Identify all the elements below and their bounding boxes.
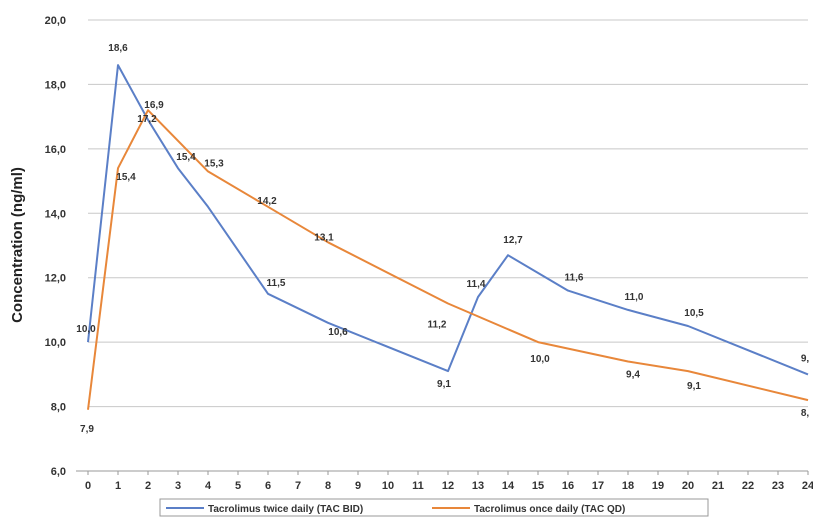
x-tick-label: 13 [472, 480, 484, 492]
y-tick-label: 20,0 [45, 15, 66, 27]
y-tick-label: 12,0 [45, 273, 66, 285]
x-tick-label: 4 [205, 480, 212, 492]
data-label: 15,4 [116, 172, 136, 183]
x-tick-label: 8 [325, 480, 331, 492]
x-tick-label: 18 [622, 480, 634, 492]
x-tick-label: 23 [772, 480, 784, 492]
x-axis-ticks: 0 1 2 3 4 5 6 7 8 9 10 11 12 13 14 15 16 17 18 19 20 21 22 23 24 [85, 471, 813, 492]
data-label: 15,4 [176, 152, 196, 163]
data-labels: 10,0 18,6 16,9 15,4 11,5 10,6 9,1 11,4 12,7 11,6 1… [76, 43, 809, 435]
data-label: 11,0 [625, 292, 644, 303]
y-axis-label: Concentration (ng/ml) [9, 167, 26, 323]
series-line-bid [87, 64, 809, 376]
x-tick-label: 17 [592, 480, 604, 492]
data-label: 11,4 [467, 279, 486, 290]
x-tick-label: 24 [802, 480, 813, 492]
x-tick-label: 21 [712, 480, 724, 492]
series-line-qd [87, 109, 809, 410]
data-label: 9,1 [437, 379, 451, 390]
x-tick-label: 22 [742, 480, 754, 492]
x-tick-label: 3 [175, 480, 181, 492]
data-label: 15,3 [204, 158, 224, 169]
y-axis-ticks: 6,0 8,0 10,0 12,0 14,0 16,0 18,0 20,0 [45, 15, 66, 478]
y-tick-label: 8,0 [51, 402, 66, 414]
data-label: 10,0 [76, 324, 96, 335]
data-label: 17,2 [137, 114, 157, 125]
x-tick-label: 15 [532, 480, 544, 492]
data-label: 10,0 [530, 354, 550, 365]
x-tick-label: 12 [442, 480, 454, 492]
x-tick-label: 2 [145, 480, 151, 492]
x-tick-label: 6 [265, 480, 271, 492]
legend: Tacrolimus twice daily (TAC BID) Tacroli… [159, 498, 709, 517]
data-label: 11,2 [428, 319, 447, 330]
y-tick-label: 18,0 [45, 79, 66, 91]
x-tick-label: 9 [355, 480, 361, 492]
x-tick-label: 5 [235, 480, 241, 492]
data-label: 9,4 [626, 369, 640, 380]
legend-label-bid: Tacrolimus twice daily (TAC BID) [208, 504, 363, 515]
x-tick-label: 10 [382, 480, 394, 492]
data-label: 9, [801, 353, 810, 364]
data-label: 7,9 [80, 424, 94, 435]
series-lines [87, 64, 809, 410]
x-tick-label: 0 [85, 480, 91, 492]
data-label: 10,5 [684, 308, 704, 319]
y-tick-label: 10,0 [45, 337, 66, 349]
grid-lines [88, 19, 808, 408]
y-tick-label: 6,0 [51, 466, 66, 478]
x-tick-label: 16 [562, 480, 574, 492]
data-label: 16,9 [144, 100, 164, 111]
x-tick-label: 20 [682, 480, 694, 492]
x-tick-label: 7 [295, 480, 301, 492]
data-label: 10,6 [328, 327, 348, 338]
data-label: 11,5 [267, 278, 286, 289]
data-label: 14,2 [257, 196, 277, 207]
x-tick-label: 19 [652, 480, 664, 492]
y-tick-label: 16,0 [45, 144, 66, 156]
y-tick-label: 14,0 [45, 208, 66, 220]
data-label: 8, [801, 408, 810, 419]
x-tick-label: 1 [115, 480, 121, 492]
data-label: 18,6 [108, 43, 128, 54]
data-label: 12,7 [503, 235, 523, 246]
data-label: 13,1 [314, 232, 334, 243]
data-label: 9,1 [687, 381, 701, 392]
x-tick-label: 11 [412, 480, 424, 492]
data-label: 11,6 [565, 273, 584, 284]
legend-label-qd: Tacrolimus once daily (TAC QD) [474, 504, 625, 515]
x-tick-label: 14 [502, 480, 515, 492]
